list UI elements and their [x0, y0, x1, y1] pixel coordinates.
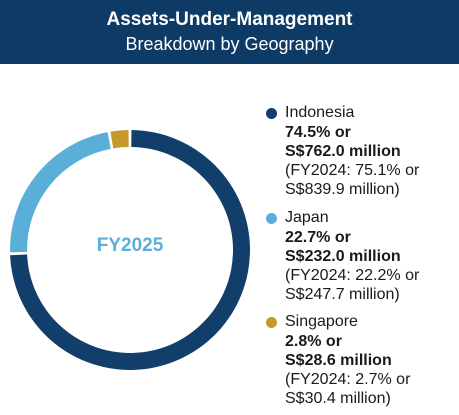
legend-prior-indonesia: (FY2024: 75.1% or S$839.9 million)	[285, 162, 420, 198]
legend-swatch-japan	[266, 213, 277, 224]
legend-value-japan: 22.7% or S$232.0 million	[285, 229, 401, 265]
legend-swatch-singapore	[266, 317, 277, 328]
legend-prior-singapore: (FY2024: 2.7% or S$30.4 million)	[285, 371, 411, 407]
chart-subtitle: Breakdown by Geography	[125, 34, 334, 54]
legend-label-japan: Japan	[285, 209, 329, 226]
legend-swatch-indonesia	[266, 108, 277, 119]
donut-center-label: FY2025	[97, 235, 164, 256]
chart-title: Assets-Under-Management	[106, 9, 353, 30]
donut-chart: FY2025	[10, 130, 251, 370]
donut-slice-singapore	[110, 130, 129, 149]
legend-value-singapore: 2.8% or S$28.6 million	[285, 333, 392, 369]
legend-label-indonesia: Indonesia	[285, 104, 355, 121]
legend-label-singapore: Singapore	[285, 313, 358, 330]
chart-header: Assets-Under-Management Breakdown by Geo…	[0, 0, 459, 64]
legend-value-indonesia: 74.5% or S$762.0 million	[285, 124, 401, 160]
legend-prior-japan: (FY2024: 22.2% or S$247.7 million)	[285, 267, 420, 303]
donut-slice-japan	[10, 132, 111, 253]
